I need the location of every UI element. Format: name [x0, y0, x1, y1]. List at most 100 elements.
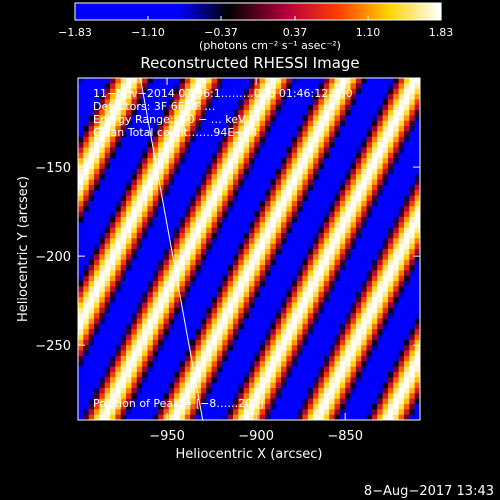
heatmap-cell — [136, 131, 143, 138]
heatmap-cell — [382, 334, 389, 341]
heatmap-cell — [254, 232, 261, 239]
heatmap-cell — [345, 115, 352, 122]
heatmap-cell — [99, 249, 106, 255]
heatmap-cell — [398, 232, 405, 239]
heatmap-cell — [297, 403, 304, 410]
heatmap-cell — [366, 249, 373, 255]
heatmap-cell — [174, 291, 181, 298]
heatmap-cell — [78, 152, 84, 159]
heatmap-cell — [131, 152, 138, 159]
heatmap-cell — [88, 179, 95, 186]
heatmap-cell — [371, 350, 378, 357]
heatmap-cell — [398, 334, 405, 341]
heatmap-cell — [409, 403, 416, 410]
heatmap-cell — [174, 366, 181, 373]
heatmap-cell — [297, 78, 304, 84]
heatmap-cell — [334, 168, 341, 175]
heatmap-cell — [104, 163, 111, 170]
heatmap-cell — [126, 286, 133, 293]
heatmap-cell — [339, 88, 346, 95]
heatmap-cell — [120, 281, 127, 287]
heatmap-cell — [158, 377, 165, 384]
heatmap-cell — [222, 270, 229, 277]
heatmap-cell — [200, 414, 207, 420]
heatmap-cell — [104, 254, 111, 261]
heatmap-cell — [227, 120, 234, 127]
heatmap-cell — [163, 168, 170, 175]
heatmap-cell — [302, 377, 309, 384]
heatmap-cell — [115, 350, 122, 357]
heatmap-cell — [393, 78, 400, 84]
heatmap-cell — [355, 206, 362, 213]
heatmap-cell — [403, 104, 410, 111]
heatmap-cell — [190, 377, 197, 384]
heatmap-cell — [158, 142, 165, 149]
heatmap-cell — [259, 377, 266, 384]
heatmap-cell — [131, 382, 138, 389]
heatmap-cell — [227, 206, 234, 213]
heatmap-cell — [206, 104, 213, 111]
heatmap-cell — [291, 334, 298, 341]
heatmap-cell — [366, 398, 373, 405]
heatmap-cell — [211, 152, 218, 159]
heatmap-cell — [152, 270, 159, 277]
heatmap-cell — [307, 174, 314, 181]
heatmap-cell — [265, 329, 271, 336]
heatmap-cell — [355, 302, 362, 309]
heatmap-cell — [227, 147, 234, 154]
heatmap-cell — [270, 232, 277, 239]
heatmap-cell — [329, 200, 336, 207]
heatmap-cell — [398, 286, 405, 293]
heatmap-cell — [88, 131, 95, 138]
heatmap-cell — [323, 142, 330, 149]
heatmap-cell — [163, 99, 170, 106]
heatmap-cell — [94, 313, 100, 320]
heatmap-cell — [227, 238, 234, 245]
heatmap-cell — [152, 281, 159, 287]
heatmap-cell — [393, 302, 400, 309]
heatmap-cell — [152, 78, 159, 84]
heatmap-cell — [393, 371, 400, 378]
colorbar-cell — [197, 3, 201, 20]
heatmap-cell — [259, 227, 266, 234]
heatmap-cell — [168, 334, 175, 341]
heatmap-cell — [227, 78, 234, 84]
heatmap-cell — [115, 393, 122, 400]
heatmap-cell — [78, 184, 84, 191]
heatmap-cell — [216, 291, 223, 298]
heatmap-cell — [345, 366, 352, 373]
heatmap-cell — [329, 398, 336, 405]
heatmap-cell — [345, 249, 352, 255]
heatmap-cell — [302, 184, 309, 191]
heatmap-cell — [393, 361, 400, 368]
heatmap-cell — [382, 350, 389, 357]
heatmap-cell — [136, 190, 143, 197]
heatmap-cell — [313, 307, 320, 314]
heatmap-cell — [184, 366, 191, 373]
heatmap-cell — [78, 307, 84, 314]
heatmap-cell — [163, 211, 170, 218]
heatmap-cell — [158, 232, 165, 239]
heatmap-cell — [409, 115, 416, 122]
heatmap-cell — [152, 136, 159, 143]
heatmap-cell — [131, 361, 138, 368]
heatmap-cell — [281, 334, 287, 341]
heatmap-cell — [377, 350, 384, 357]
heatmap-cell — [345, 307, 352, 314]
heatmap-cell — [366, 206, 373, 213]
heatmap-cell — [387, 110, 394, 116]
heatmap-cell — [200, 302, 207, 309]
heatmap-cell — [83, 174, 90, 181]
heatmap-cell — [371, 88, 378, 95]
heatmap-cell — [238, 99, 245, 106]
heatmap-cell — [83, 254, 90, 261]
heatmap-cell — [83, 286, 90, 293]
heatmap-cell — [184, 350, 191, 357]
heatmap-cell — [115, 243, 122, 250]
heatmap-cell — [184, 393, 191, 400]
heatmap-cell — [174, 318, 181, 325]
heatmap-cell — [136, 270, 143, 277]
heatmap-cell — [249, 270, 255, 277]
heatmap-cell — [291, 409, 298, 416]
heatmap-cell — [136, 334, 143, 341]
